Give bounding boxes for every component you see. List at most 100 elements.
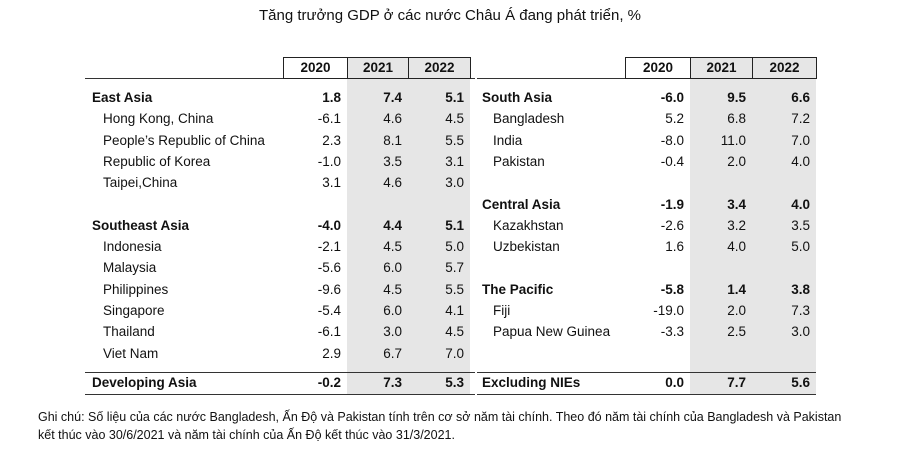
country-label: Singapore — [103, 303, 165, 318]
region-label: The Pacific — [482, 281, 554, 297]
value: 4.5 — [383, 281, 402, 297]
value: 5.5 — [445, 281, 464, 297]
country-label: Hong Kong, China — [103, 111, 214, 127]
country-label: Bangladesh — [493, 111, 565, 127]
column-shade — [690, 57, 752, 394]
value: 5.6 — [791, 375, 810, 390]
value: 7.2 — [791, 111, 810, 127]
country-label: Malaysia — [103, 260, 157, 276]
value: 3.1 — [445, 153, 464, 169]
value: 8.1 — [383, 132, 402, 148]
value: 1.8 — [322, 90, 341, 105]
rule — [85, 394, 475, 395]
value: 5.1 — [445, 90, 464, 105]
country-label: Thailand — [103, 324, 155, 340]
rule — [477, 372, 816, 373]
value: 4.0 — [727, 239, 746, 255]
value: -1.0 — [317, 153, 341, 169]
value: 3.0 — [383, 324, 402, 340]
footnote-line: kết thúc vào 30/6/2021 và năm tài chính … — [38, 428, 455, 442]
value: 3.0 — [791, 324, 810, 340]
value: -9.6 — [317, 281, 341, 297]
title: Tăng trưởng GDP ở các nước Châu Á đang p… — [258, 7, 641, 24]
column-shade — [752, 57, 816, 394]
value: 2.0 — [727, 303, 746, 318]
value: 5.7 — [445, 260, 464, 276]
region-label: Southeast Asia — [92, 217, 190, 233]
value: 4.4 — [383, 217, 402, 233]
country-label: Kazakhstan — [493, 217, 564, 233]
value: 5.1 — [445, 217, 464, 233]
value: 7.0 — [791, 132, 810, 148]
value: 2.0 — [727, 153, 746, 169]
value: -2.6 — [660, 217, 684, 233]
value: -6.1 — [317, 111, 341, 127]
region-label: Central Asia — [482, 196, 561, 212]
value: 4.6 — [383, 111, 402, 127]
value: 3.1 — [322, 175, 341, 191]
column-header: 2020 — [283, 57, 348, 79]
country-label: Indonesia — [103, 239, 162, 255]
value: -0.4 — [660, 153, 684, 169]
value: 5.5 — [445, 132, 464, 148]
value: -3.3 — [660, 324, 684, 340]
region-label: South Asia — [482, 90, 553, 105]
value: 3.8 — [791, 281, 810, 297]
column-header: 2021 — [690, 57, 753, 79]
column-shade — [408, 57, 470, 394]
value: 4.0 — [791, 153, 810, 169]
value: 4.6 — [383, 175, 402, 191]
country-label: Republic of Korea — [103, 153, 211, 169]
footnote-line: Ghi chú: Số liệu của các nước Bangladesh… — [38, 410, 842, 424]
value: 3.5 — [791, 217, 810, 233]
value: -5.4 — [317, 303, 341, 318]
rule — [85, 372, 475, 373]
column-shade — [347, 57, 408, 394]
value: -1.9 — [660, 196, 684, 212]
value: 3.5 — [383, 153, 402, 169]
value: 7.0 — [445, 345, 464, 361]
value: 3.2 — [727, 217, 746, 233]
value: -4.0 — [317, 217, 341, 233]
value: 6.8 — [727, 111, 746, 127]
value: 4.5 — [445, 324, 464, 340]
value: 5.3 — [445, 375, 464, 390]
value: 6.7 — [383, 345, 402, 361]
country-label: Uzbekistan — [493, 239, 560, 255]
value: -5.6 — [317, 260, 341, 276]
region-label: East Asia — [92, 90, 153, 105]
country-label: Viet Nam — [103, 345, 159, 361]
value: 7.3 — [791, 303, 810, 318]
value: 0.0 — [665, 375, 684, 390]
column-header: 2021 — [347, 57, 409, 79]
country-label: Fiji — [493, 303, 511, 318]
column-header: 2022 — [752, 57, 817, 79]
country-label: People’s Republic of China — [103, 132, 265, 148]
value: -8.0 — [660, 132, 684, 148]
value: 7.7 — [727, 375, 746, 390]
value: 3.4 — [727, 196, 746, 212]
value: -6.1 — [317, 324, 341, 340]
value: 2.9 — [322, 345, 341, 361]
value: 9.5 — [727, 90, 746, 105]
value: 3.0 — [445, 175, 464, 191]
value: 6.6 — [791, 90, 810, 105]
value: 4.1 — [445, 303, 464, 318]
value: 5.2 — [665, 111, 684, 127]
value: 6.0 — [383, 260, 402, 276]
total-label: Developing Asia — [92, 375, 197, 390]
value: -2.1 — [317, 239, 341, 255]
value: 5.0 — [445, 239, 464, 255]
value: 4.0 — [791, 196, 810, 212]
value: -19.0 — [653, 303, 684, 318]
country-label: Papua New Guinea — [493, 324, 611, 340]
country-label: Taipei,China — [103, 175, 178, 191]
country-label: Pakistan — [493, 153, 545, 169]
column-header: 2022 — [408, 57, 471, 79]
value: 1.6 — [665, 239, 684, 255]
value: -5.8 — [660, 281, 684, 297]
total-label: Excluding NIEs — [482, 375, 581, 390]
country-label: Philippines — [103, 281, 169, 297]
value: 2.5 — [727, 324, 746, 340]
value: 7.4 — [383, 90, 402, 105]
